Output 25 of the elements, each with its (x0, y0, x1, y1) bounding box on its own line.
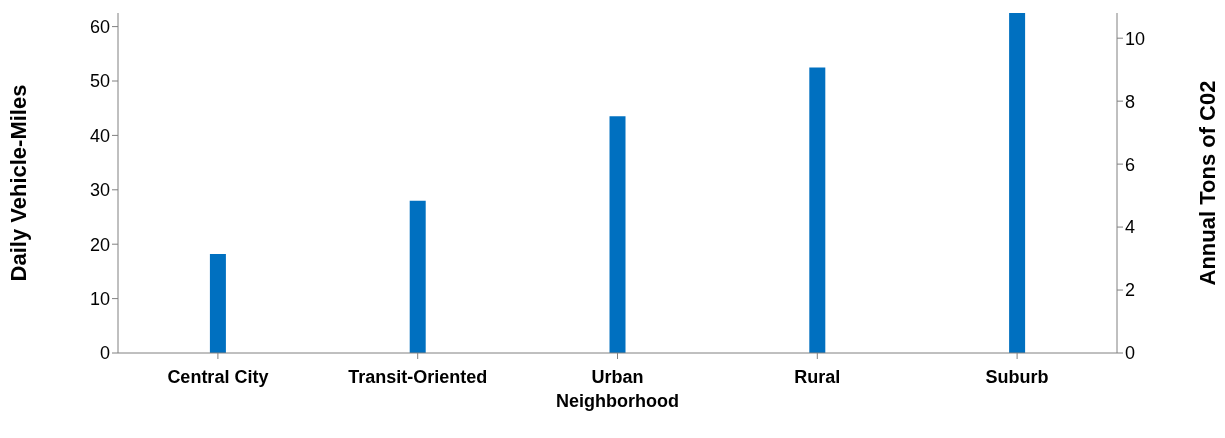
bar (609, 116, 626, 353)
x-tick-label: Urban Neighborhood (556, 367, 679, 411)
y2-tick-label: 2 (1125, 280, 1136, 301)
y-tick-label: 10 (89, 288, 110, 309)
y2-tick-label: 10 (1125, 28, 1146, 49)
y-tick-label: 30 (89, 180, 110, 201)
bar (409, 200, 426, 353)
bar (1009, 13, 1026, 353)
y2-tick-label: 6 (1125, 154, 1136, 175)
x-tick-label: Rural (794, 367, 841, 387)
y-tick-label: 0 (99, 343, 110, 364)
y-tick-label: 60 (89, 16, 110, 37)
y2-tick-label: 4 (1125, 217, 1136, 238)
bar (809, 67, 826, 353)
bar (209, 253, 226, 353)
x-tick-label: Central City (167, 367, 269, 387)
y-tick-label: 20 (89, 234, 110, 255)
y-tick-label: 50 (89, 71, 110, 92)
y-tick-label: 40 (89, 125, 110, 146)
x-tick-label: Transit-Oriented (348, 367, 488, 387)
y2-tick-label: 8 (1125, 91, 1136, 112)
y2-axis-title: Annual Tons of C02 (1194, 80, 1220, 286)
y-axis-title: Daily Vehicle-Miles (5, 84, 31, 282)
x-tick-label: Suburb (985, 367, 1049, 387)
y2-tick-label: 0 (1125, 343, 1136, 364)
